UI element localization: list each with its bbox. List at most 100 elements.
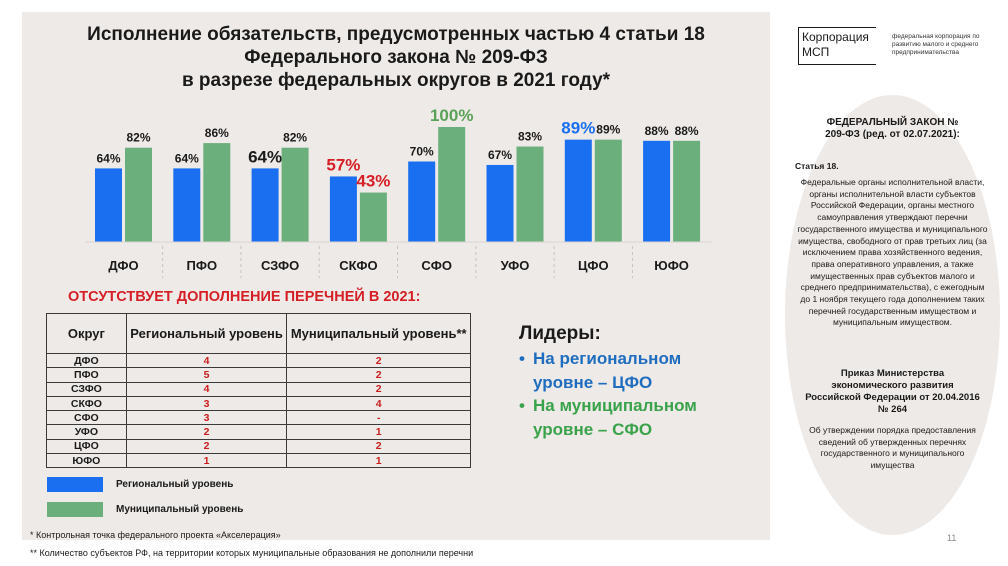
data-label-regional: 64% [248,147,282,166]
law-body: Федеральные органы исполнительной власти… [797,177,988,328]
table-cell-regional: 2 [125,424,288,440]
logo-line-1: Корпорация [802,30,869,44]
table-cell-regional: 2 [125,438,288,455]
logo-frame [798,27,876,65]
data-label-regional: 64% [96,151,120,165]
missing-table: Округ Региональный уровень Муниципальный… [46,313,471,469]
table-row: ПФО 5 2 [46,367,471,383]
table-cell-okrug: ДФО [46,352,127,369]
table-row: УФО 2 1 [46,424,471,440]
table-row: ЮФО 1 1 [46,453,471,469]
table-cell-regional: 1 [125,453,288,469]
bar-regional [643,140,671,242]
table-row: СКФО 3 4 [46,395,471,412]
footnote-1: * Контрольная точка федерального проекта… [30,530,281,540]
bar-municipal [281,147,309,242]
law-title: ФЕДЕРАЛЬНЫЙ ЗАКОН № 209-ФЗ (ред. от 02.0… [825,117,960,140]
header-okrug: Округ [46,313,127,354]
bar-municipal [203,143,231,242]
category-label: ЦФО [578,258,609,273]
leader-item-regional: • На региональном уровне – ЦФО [519,347,743,395]
bar-regional [173,168,201,242]
data-label-municipal: 89% [596,123,620,137]
bar-municipal [438,127,466,242]
leader-text-municipal: На муниципальном уровне – СФО [533,396,697,439]
leader-item-municipal: • На муниципальном уровне – СФО [519,394,743,442]
table-cell-regional: 3 [125,395,288,412]
order-title: Приказ Министерства экономического разви… [805,368,980,415]
leaders-title: Лидеры: [519,323,601,344]
data-label-municipal: 100% [430,106,473,125]
table-cell-municipal: 2 [286,438,471,455]
data-label-municipal: 88% [675,124,699,138]
data-label-regional: 57% [326,155,360,174]
bar-regional [251,168,279,242]
category-label: СЗФО [261,258,299,273]
bullet-icon: • [519,396,525,415]
category-label: УФО [501,258,530,273]
slide-title-line-2: Федерального закона № 209-ФЗ [244,47,548,68]
data-label-municipal: 82% [126,131,150,145]
table-cell-municipal: 2 [286,367,471,383]
bar-municipal [673,140,701,242]
table-cell-regional: 3 [125,410,288,426]
data-label-regional: 89% [561,119,595,138]
table-cell-okrug: ЮФО [46,453,127,469]
data-label-regional: 67% [488,148,512,162]
bar-regional [564,139,592,242]
logo-wordmark: Корпорация МСП [802,30,869,60]
table-cell-okrug: ПФО [46,367,127,383]
table-cell-municipal: 4 [286,395,471,412]
legend-swatch-regional [47,477,103,492]
data-label-municipal: 83% [518,130,542,144]
bar-regional [95,168,122,242]
slide-title-line-3: в разрезе федеральных округов в 2021 год… [181,70,611,91]
bullet-icon: • [519,349,525,368]
data-label-municipal: 82% [283,131,307,145]
table-cell-okrug: ЦФО [46,438,127,455]
category-label: СКФО [339,258,377,273]
data-label-regional: 64% [175,151,199,165]
table-cell-okrug: СЗФО [46,381,127,397]
category-label: ПФО [187,258,218,273]
law-article: Статья 18. [795,161,839,171]
legend-label-regional: Региональный уровень [116,479,234,490]
order-body: Об утверждении порядка предоставления св… [809,425,976,471]
table-row: СЗФО 4 2 [46,381,471,397]
data-label-municipal: 43% [356,172,390,191]
header-municipal: Муниципальный уровень** [286,313,471,354]
data-label-municipal: 86% [205,126,229,140]
bar-municipal [594,139,622,242]
category-label: ЮФО [654,258,689,273]
table-row: ДФО 4 2 [46,352,471,369]
logo-subtitle: федеральная корпорация по развитию малог… [892,33,980,56]
table-row: ЦФО 2 2 [46,438,471,455]
bar-regional [486,164,514,242]
law-panel-oval [785,95,1000,535]
table-header-row: Округ Региональный уровень Муниципальный… [46,313,471,354]
table-cell-regional: 5 [125,367,288,383]
table-cell-municipal: 1 [286,453,471,469]
table-cell-municipal: 2 [286,352,471,369]
bar-municipal [125,147,152,242]
bar-municipal [359,192,387,242]
bar-municipal [516,146,544,242]
data-label-regional: 70% [410,145,434,159]
table-cell-regional: 4 [125,381,288,397]
table-cell-okrug: СФО [46,410,127,426]
logo-line-2: МСП [802,45,830,59]
bar-regional [329,176,357,242]
table-cell-okrug: УФО [46,424,127,440]
category-label: ДФО [108,258,138,273]
bar-regional [408,161,436,242]
missing-heading: ОТСУТСТВУЕТ ДОПОЛНЕНИЕ ПЕРЕЧНЕЙ В 2021: [68,289,421,305]
slide-title-line-1: Исполнение обязательств, предусмотренных… [87,24,705,45]
table-cell-municipal: - [286,410,471,426]
page-number: 11 [947,533,957,543]
table-cell-okrug: СКФО [46,395,127,412]
legend-swatch-municipal [47,502,103,517]
category-label: СФО [421,258,452,273]
header-regional: Региональный уровень [125,313,288,354]
leader-text-regional: На региональном уровне – ЦФО [533,349,682,392]
table-cell-municipal: 1 [286,424,471,440]
